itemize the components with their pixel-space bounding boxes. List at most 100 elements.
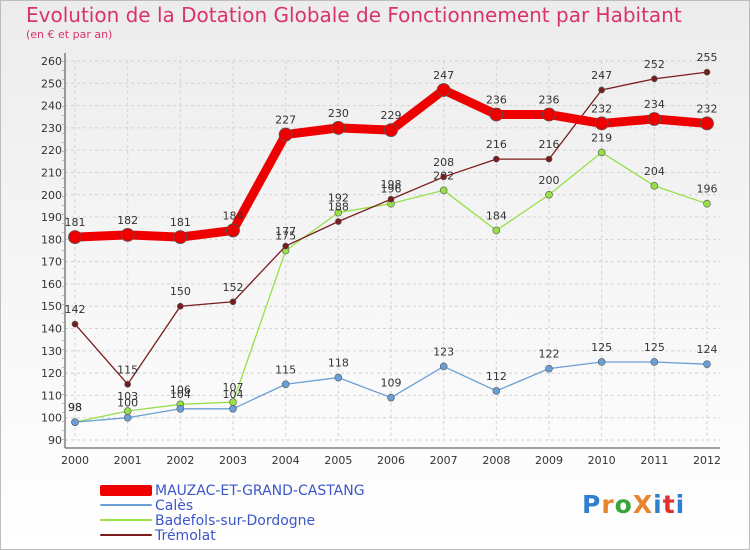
- y-tick-label: 240: [41, 100, 62, 113]
- data-label: 204: [644, 165, 665, 178]
- data-point: [229, 404, 237, 413]
- data-label: 236: [486, 94, 507, 107]
- data-point: [387, 195, 395, 203]
- data-point: [387, 393, 395, 402]
- data-point: [650, 358, 659, 366]
- data-label: 152: [223, 281, 244, 294]
- data-point: [439, 186, 448, 195]
- data-point: [545, 190, 553, 199]
- data-point: [281, 380, 290, 389]
- data-label: 118: [328, 357, 349, 370]
- legend-swatch: [100, 519, 152, 521]
- data-point: [594, 116, 609, 131]
- y-tick-label: 110: [41, 389, 62, 402]
- legend-item: Badefols-sur-Dordogne: [100, 513, 430, 529]
- data-point: [331, 120, 346, 135]
- x-tick-label: 2004: [272, 454, 300, 467]
- data-label: 98: [68, 401, 82, 414]
- data-point: [545, 155, 553, 163]
- x-tick-label: 2006: [377, 454, 405, 467]
- data-label: 200: [539, 174, 560, 187]
- y-tick-label: 90: [48, 434, 62, 447]
- data-label: 103: [117, 390, 138, 403]
- data-point: [173, 230, 188, 245]
- data-point: [68, 230, 82, 245]
- data-label: 230: [328, 107, 349, 120]
- data-point: [71, 418, 79, 426]
- proxiti-logo: ProXiti: [582, 490, 686, 519]
- data-label: 100: [117, 397, 138, 410]
- data-label: 142: [65, 303, 86, 316]
- data-label: 208: [433, 156, 454, 169]
- legend-label: MAUZAC-ET-GRAND-CASTANG: [155, 483, 365, 499]
- series-cales: 98 100 104 104 115 118 109 123 112 122 125 125 124: [68, 341, 718, 426]
- series-mauzac-et-grand-castang: 181 182 181 184 227 230 229 247 236 236 232 234 232: [65, 69, 718, 245]
- data-label: 181: [170, 216, 191, 229]
- data-label: 252: [644, 58, 665, 71]
- legend-swatch: [100, 504, 152, 506]
- data-point: [334, 373, 343, 382]
- data-label: 106: [170, 383, 191, 396]
- data-label: 104: [170, 388, 191, 401]
- data-point: [282, 242, 289, 250]
- y-tick-label: 120: [41, 367, 62, 380]
- legend-label: Calès: [155, 498, 194, 514]
- legend-label: Trémolat: [155, 528, 216, 544]
- data-label: 196: [697, 183, 718, 196]
- x-tick-label: 2007: [430, 454, 458, 467]
- x-tick-label: 2001: [114, 454, 142, 467]
- y-tick-label: 220: [41, 144, 62, 157]
- data-point: [226, 223, 240, 238]
- data-point: [439, 362, 448, 371]
- line-chart: 90 100 110 120 130 140 150 160 170 180 190 200 210 22…: [41, 51, 721, 467]
- y-tick-label: 150: [41, 300, 62, 313]
- data-point: [71, 320, 79, 328]
- legend: MAUZAC-ET-GRAND-CASTANG Calès Badefols-sur…: [100, 483, 430, 544]
- x-tick-label: 2003: [219, 454, 247, 467]
- y-tick-label: 210: [41, 166, 62, 179]
- x-tick-label: 2012: [693, 454, 721, 467]
- x-tick-label: 2008: [482, 454, 510, 467]
- data-label: 229: [381, 109, 402, 122]
- data-point: [647, 112, 662, 126]
- data-label: 255: [697, 51, 718, 64]
- x-tick-label: 2009: [535, 454, 563, 467]
- data-label: 177: [275, 225, 296, 238]
- data-label: 198: [381, 178, 402, 191]
- data-point: [229, 298, 237, 306]
- data-label: 115: [117, 363, 138, 376]
- y-tick-label: 200: [41, 189, 62, 202]
- data-point: [703, 68, 711, 76]
- data-point: [177, 302, 184, 310]
- data-label: 232: [697, 102, 718, 115]
- data-point: [598, 86, 605, 94]
- data-point: [700, 116, 714, 131]
- data-point: [489, 107, 504, 122]
- legend-item: MAUZAC-ET-GRAND-CASTANG: [100, 483, 430, 499]
- data-label: 234: [644, 98, 665, 111]
- x-tick-label: 2000: [61, 454, 89, 467]
- data-label: 192: [328, 192, 349, 205]
- data-point: [703, 360, 711, 369]
- legend-item: Calès: [100, 498, 430, 514]
- data-label: 247: [433, 69, 454, 82]
- legend-item: Trémolat: [100, 528, 430, 544]
- data-label: 216: [539, 138, 560, 151]
- x-tick-label: 2002: [166, 454, 194, 467]
- data-label: 112: [486, 370, 507, 383]
- data-point: [123, 413, 132, 422]
- data-label: 125: [644, 341, 665, 354]
- data-label: 124: [697, 343, 718, 356]
- data-label: 115: [275, 363, 296, 376]
- x-tick-label: 2011: [640, 454, 668, 467]
- data-point: [542, 107, 556, 122]
- y-tick-label: 190: [41, 211, 62, 224]
- data-label: 216: [486, 138, 507, 151]
- data-label: 227: [275, 114, 296, 127]
- data-point: [597, 358, 606, 366]
- data-point: [124, 380, 131, 388]
- data-label: 188: [328, 201, 349, 214]
- y-tick-label: 170: [41, 256, 62, 269]
- data-label: 150: [170, 285, 191, 298]
- data-point: [651, 75, 658, 83]
